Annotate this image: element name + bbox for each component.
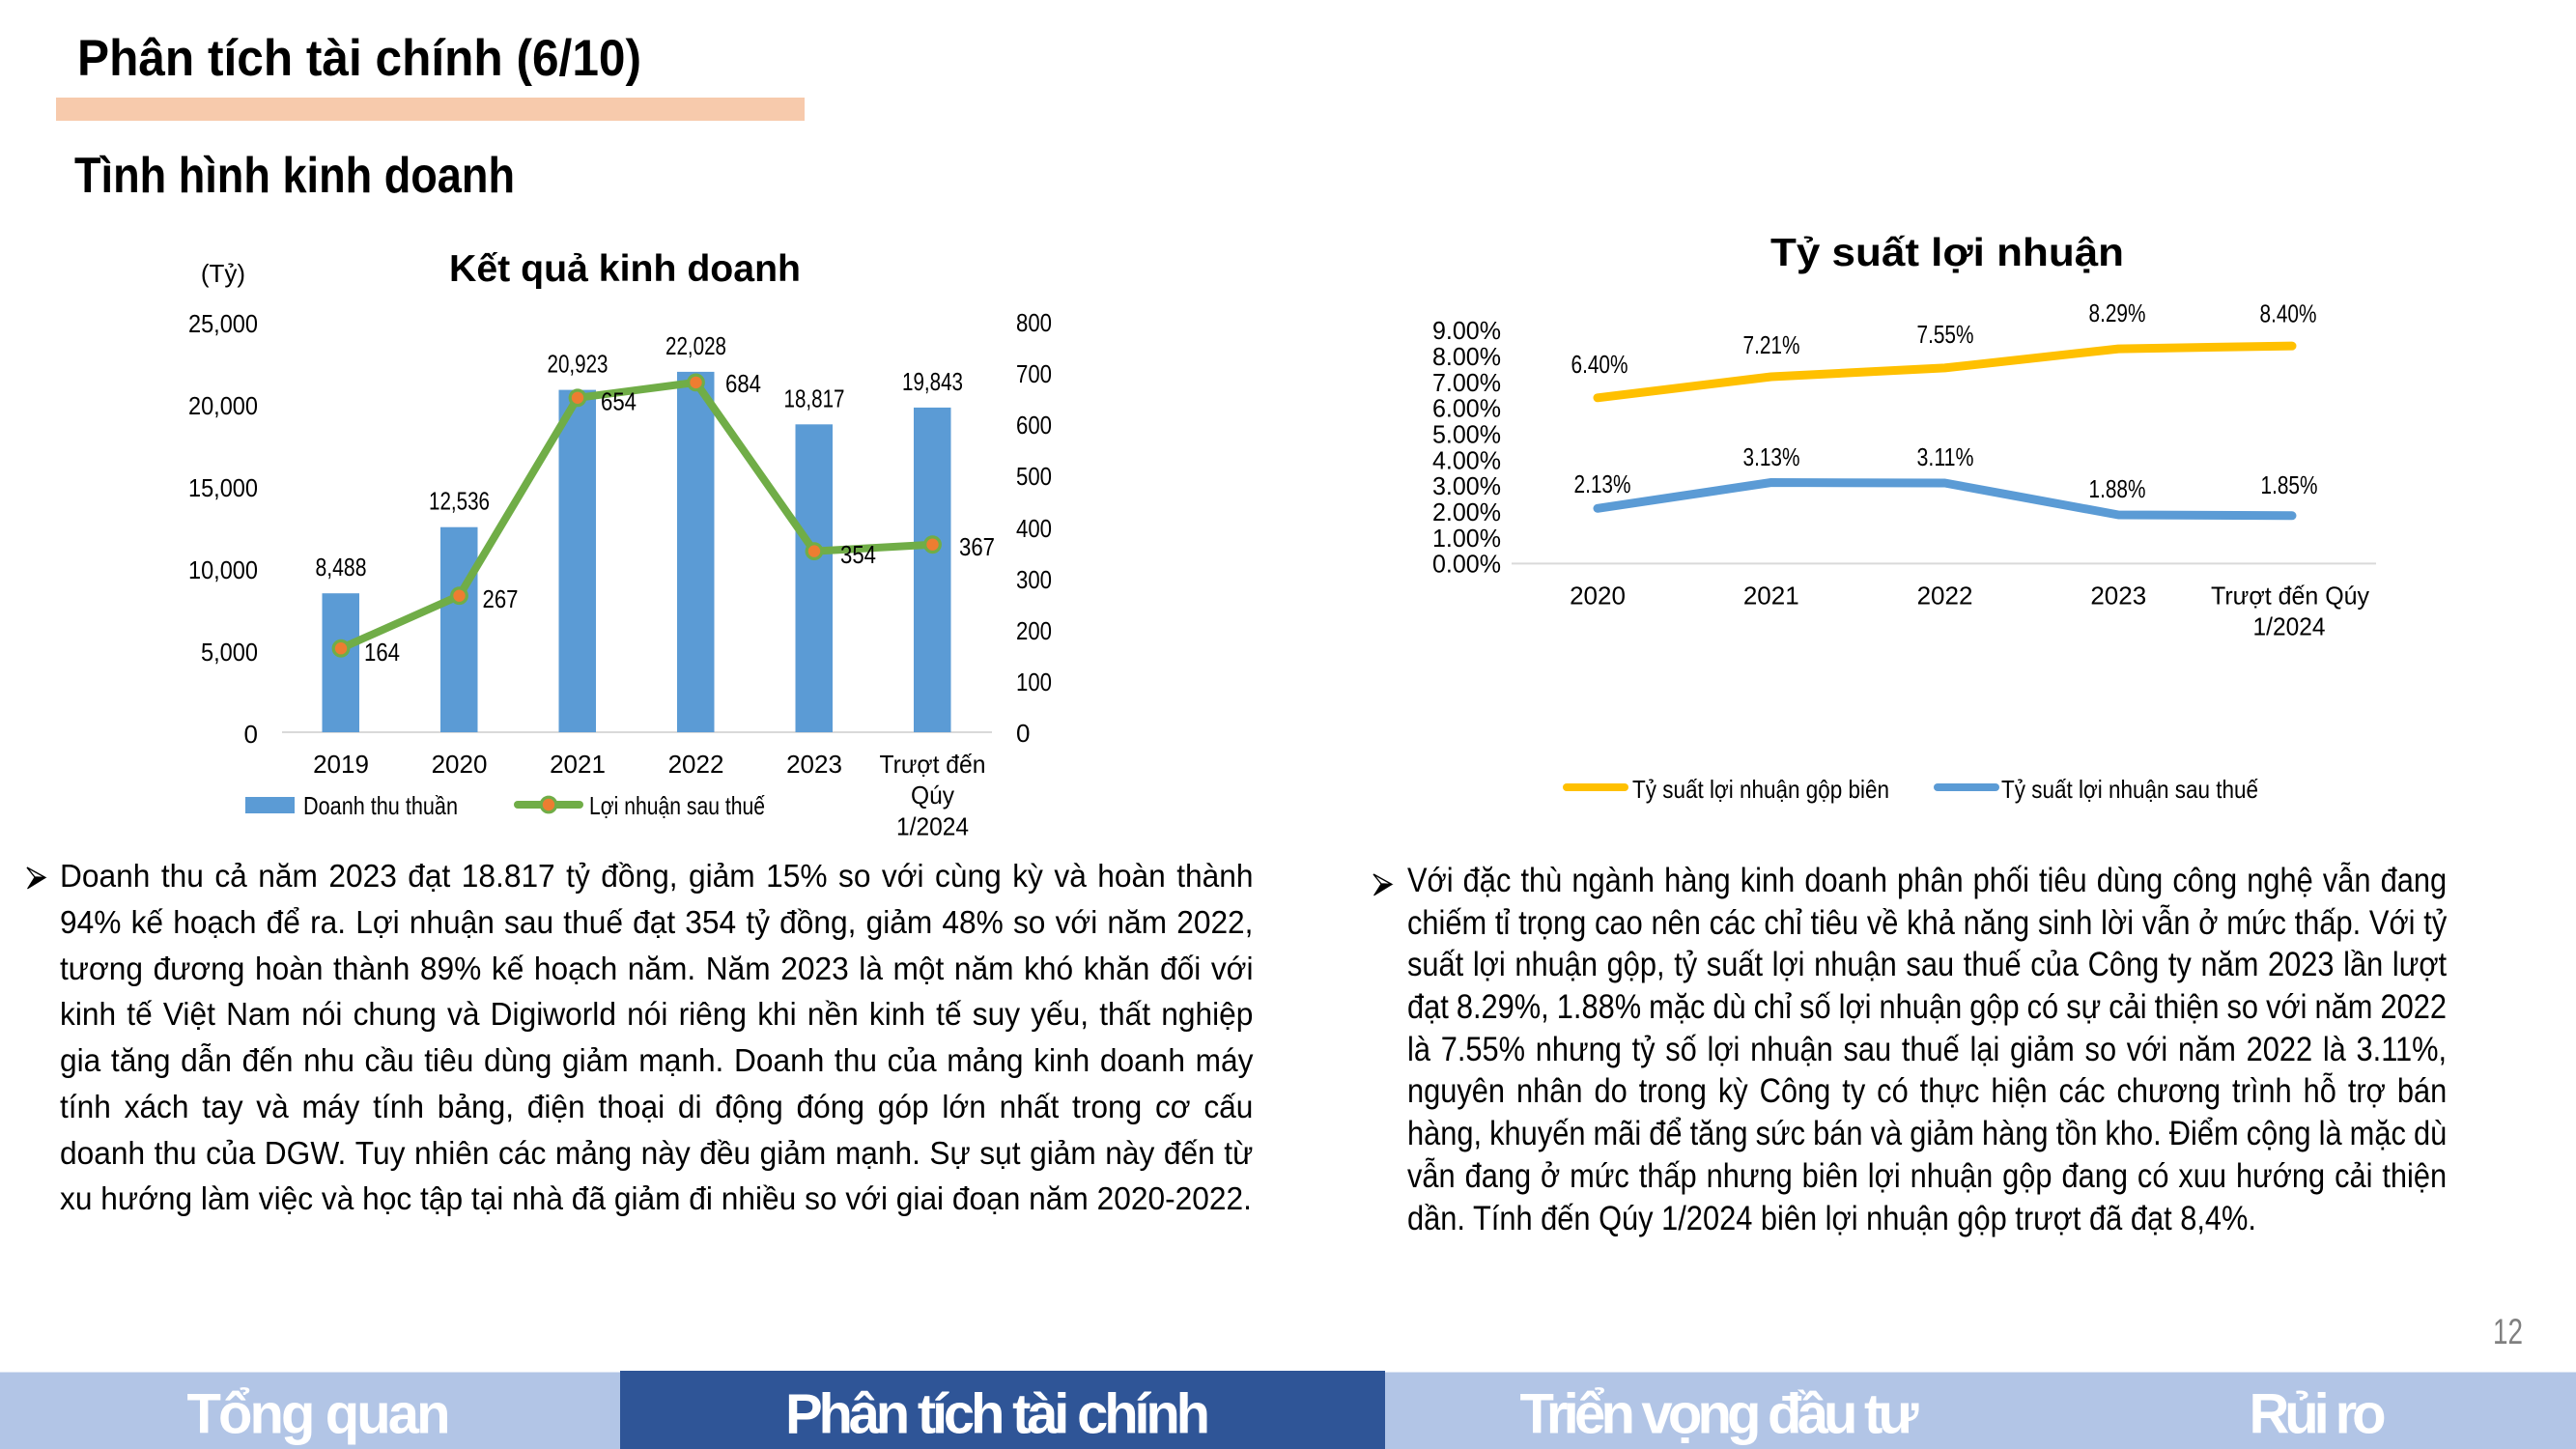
svg-text:500: 500 (1016, 462, 1052, 491)
svg-text:2023: 2023 (2090, 581, 2146, 610)
svg-text:2022: 2022 (1917, 581, 1973, 610)
svg-text:684: 684 (725, 369, 761, 398)
svg-text:2022: 2022 (668, 750, 724, 779)
svg-text:8.40%: 8.40% (2260, 299, 2317, 328)
svg-text:2023: 2023 (786, 750, 842, 779)
svg-text:25,000: 25,000 (188, 309, 258, 338)
svg-text:2021: 2021 (1743, 581, 1799, 610)
svg-text:1.88%: 1.88% (2089, 474, 2146, 503)
svg-text:Lợi nhuận sau thuế: Lợi nhuận sau thuế (589, 791, 765, 820)
svg-text:2.00%: 2.00% (1432, 497, 1501, 526)
svg-text:2020: 2020 (432, 750, 488, 779)
svg-text:9.00%: 9.00% (1432, 316, 1501, 345)
svg-text:8.00%: 8.00% (1432, 342, 1501, 371)
svg-text:(Tỷ): (Tỷ) (201, 259, 245, 288)
svg-text:Trượt đến: Trượt đến (880, 750, 986, 779)
svg-text:1/2024: 1/2024 (2253, 611, 2326, 640)
svg-text:18,817: 18,817 (784, 384, 845, 412)
svg-text:10,000: 10,000 (188, 555, 258, 584)
svg-text:354: 354 (840, 540, 876, 569)
svg-text:Trượt đến Qúy: Trượt đến Qúy (2211, 581, 2369, 610)
svg-text:15,000: 15,000 (188, 473, 258, 502)
svg-text:6.00%: 6.00% (1432, 394, 1501, 423)
svg-text:Triển vọng đầu tư: Triển vọng đầu tư (1520, 1383, 1919, 1446)
svg-text:20,000: 20,000 (188, 391, 258, 420)
svg-text:200: 200 (1016, 616, 1052, 645)
svg-text:0.00%: 0.00% (1432, 550, 1501, 579)
svg-text:Tỷ suất lợi nhuận sau thuế: Tỷ suất lợi nhuận sau thuế (2001, 775, 2258, 804)
svg-text:400: 400 (1016, 514, 1052, 543)
svg-text:600: 600 (1016, 411, 1052, 440)
svg-text:5,000: 5,000 (201, 638, 258, 667)
svg-text:700: 700 (1016, 359, 1052, 388)
svg-text:2021: 2021 (550, 750, 606, 779)
svg-text:2020: 2020 (1570, 581, 1626, 610)
svg-text:267: 267 (483, 584, 519, 613)
svg-text:1.00%: 1.00% (1432, 524, 1501, 553)
svg-text:Rủi ro: Rủi ro (2250, 1383, 2387, 1446)
svg-text:3.00%: 3.00% (1432, 471, 1501, 500)
svg-text:22,028: 22,028 (665, 331, 726, 360)
svg-text:20,923: 20,923 (548, 350, 609, 379)
svg-text:800: 800 (1016, 308, 1052, 337)
svg-text:Phân tích tài chính (6/10): Phân tích tài chính (6/10) (77, 30, 641, 87)
svg-text:12: 12 (2493, 1312, 2523, 1351)
svg-text:164: 164 (364, 638, 400, 667)
svg-text:2.13%: 2.13% (1574, 469, 1631, 498)
svg-text:7.00%: 7.00% (1432, 368, 1501, 397)
svg-text:1/2024: 1/2024 (896, 812, 969, 841)
svg-text:Tổng quan: Tổng quan (187, 1383, 451, 1446)
svg-text:Tỷ suất lợi nhuận gộp biên: Tỷ suất lợi nhuận gộp biên (1632, 775, 1889, 804)
svg-text:Doanh thu thuần: Doanh thu thuần (303, 791, 458, 820)
svg-text:Qúy: Qúy (911, 781, 954, 810)
svg-text:Tỷ suất lợi nhuận: Tỷ suất lợi nhuận (1770, 230, 2124, 274)
svg-text:Phân tích tài chính: Phân tích tài chính (785, 1383, 1210, 1446)
svg-text:8.29%: 8.29% (2089, 298, 2146, 327)
svg-text:8,488: 8,488 (316, 553, 367, 582)
svg-text:4.00%: 4.00% (1432, 445, 1501, 474)
svg-text:6.40%: 6.40% (1571, 350, 1628, 379)
svg-text:Tình hình kinh doanh: Tình hình kinh doanh (74, 148, 515, 204)
svg-text:2019: 2019 (313, 750, 369, 779)
svg-text:7.21%: 7.21% (1743, 330, 1800, 359)
svg-text:0: 0 (244, 720, 258, 749)
svg-text:1.85%: 1.85% (2261, 470, 2318, 499)
svg-text:19,843: 19,843 (902, 367, 963, 396)
svg-text:5.00%: 5.00% (1432, 420, 1501, 449)
svg-text:100: 100 (1016, 668, 1052, 696)
svg-text:12,536: 12,536 (429, 487, 490, 516)
svg-text:0: 0 (1016, 719, 1030, 748)
svg-text:654: 654 (601, 387, 637, 416)
svg-text:7.55%: 7.55% (1917, 320, 1974, 349)
svg-text:3.13%: 3.13% (1743, 442, 1800, 471)
svg-text:Kết quả kinh doanh: Kết quả kinh doanh (449, 248, 801, 290)
svg-text:300: 300 (1016, 565, 1052, 594)
svg-text:3.11%: 3.11% (1917, 442, 1974, 471)
svg-text:367: 367 (959, 532, 995, 561)
